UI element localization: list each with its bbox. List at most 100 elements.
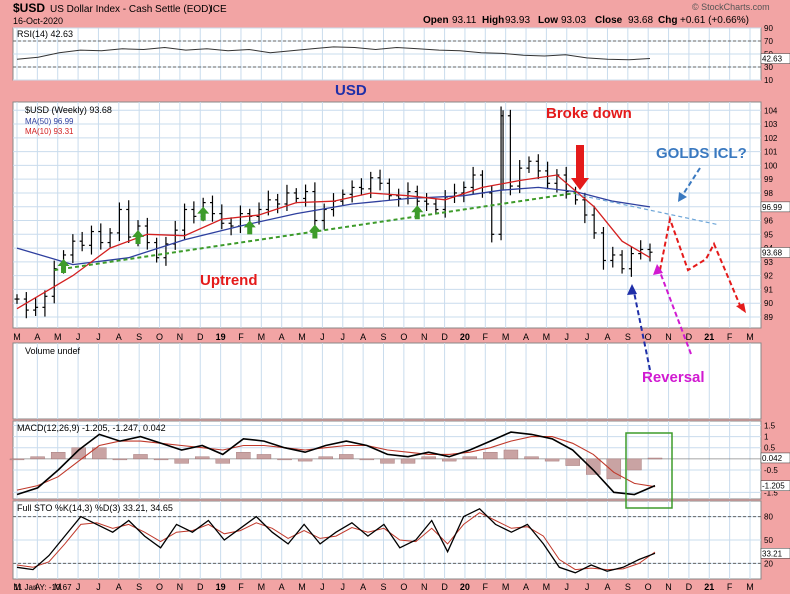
macd-histogram-bar <box>441 458 457 462</box>
x-tick-label-footer: D <box>686 582 693 592</box>
x-tick-label-footer: A <box>279 582 285 592</box>
macd-histogram-bar <box>318 456 333 460</box>
y-tick-label: 10 <box>764 76 773 85</box>
x-tick-label: S <box>380 332 386 342</box>
macd-histogram-bar <box>153 458 169 461</box>
x-tick-label-footer: M <box>258 582 266 592</box>
y-tick-label: -0.5 <box>764 466 778 475</box>
x-tick-label-footer: F <box>238 582 244 592</box>
x-tick-label-footer: N <box>177 582 184 592</box>
macd-histogram-bar <box>380 458 395 464</box>
uptrend-arrow-icon <box>243 220 256 235</box>
y-tick-label: -1.5 <box>764 488 778 497</box>
annotation-golds-icl: GOLDS ICL? <box>656 145 747 162</box>
golds-icl-arrow-icon <box>678 192 687 202</box>
x-tick-label: S <box>625 332 631 342</box>
chart-date: 16-Oct-2020 <box>13 16 63 26</box>
x-tick-label: A <box>116 332 122 342</box>
price-last-value-box <box>760 247 790 258</box>
macd-histogram-bar <box>9 458 25 461</box>
x-tick-label-footer: D <box>441 582 448 592</box>
macd-histogram-bar <box>565 458 580 466</box>
low-label: Low <box>538 15 558 26</box>
annotation-uptrend: Uptrend <box>200 272 258 289</box>
price-last-value: 93.68 <box>762 248 783 257</box>
y-tick-label: 1 <box>764 433 769 442</box>
y-tick-label: 91 <box>764 285 773 294</box>
macd-histogram-bar <box>462 456 477 460</box>
x-tick-label: M <box>543 332 551 342</box>
macd-histogram-bar <box>339 454 354 460</box>
x-tick-label: O <box>156 332 163 342</box>
x-tick-label-footer: F <box>483 582 489 592</box>
sto-d-line <box>16 512 656 571</box>
x-tick-label-footer: A <box>523 582 529 592</box>
x-tick-label-footer: M <box>746 582 754 592</box>
macd-histogram-bar <box>400 458 416 464</box>
open-value: 93.11 <box>452 15 477 26</box>
x-tick-label: 20 <box>460 332 470 342</box>
x-tick-label-footer: O <box>645 582 652 592</box>
y-tick-label: 103 <box>764 120 778 129</box>
x-tick-label-footer: D <box>197 582 204 592</box>
y-tick-label: 100 <box>764 161 778 170</box>
x-tick-label: N <box>665 332 672 342</box>
x-tick-label: J <box>76 332 81 342</box>
x-tick-label: O <box>400 332 407 342</box>
chg-label: Chg <box>658 15 677 26</box>
volume-panel <box>12 342 762 420</box>
y-tick-label: 104 <box>764 106 778 115</box>
y-tick-label: 50 <box>764 536 773 545</box>
close-value: 93.68 <box>628 15 653 26</box>
x-tick-label: J <box>565 332 570 342</box>
x-tick-label: O <box>645 332 652 342</box>
y-tick-label: 93 <box>764 258 773 267</box>
x-tick-label-footer: 19 <box>216 582 226 592</box>
macd-histogram-bar <box>627 458 642 471</box>
x-tick-label-footer: J <box>565 582 570 592</box>
y-tick-label: 1.5 <box>764 421 776 430</box>
x-tick-label: M <box>746 332 754 342</box>
uptrend-line <box>54 191 576 272</box>
macd-histogram-bar <box>586 458 601 475</box>
x-tick-label: F <box>238 332 244 342</box>
y-tick-label: 20 <box>764 559 773 568</box>
macd-last-value: -1.205 <box>762 482 785 491</box>
macd-histogram-bar <box>503 449 519 460</box>
x-tick-label-footer: A <box>604 582 610 592</box>
y-tick-label: 101 <box>764 148 778 157</box>
low-value: 93.03 <box>561 15 586 26</box>
chart-name: US Dollar Index - Cash Settle (EOD) <box>50 4 212 15</box>
macd-histogram-bar <box>297 458 313 462</box>
x-tick-label: D <box>197 332 204 342</box>
macd-histogram-bar <box>112 458 128 461</box>
sto-last-value-box <box>760 548 790 559</box>
x-tick-label-footer: M <box>54 582 62 592</box>
high-label: High <box>482 15 504 26</box>
x-tick-label: M <box>502 332 510 342</box>
broke-down-arrow-icon <box>571 145 589 190</box>
macd-hist-last-value: 0.042 <box>762 454 783 463</box>
x-tick-label: A <box>360 332 366 342</box>
x-tick-label-footer: 21 <box>704 582 714 592</box>
x-tick-label-footer: A <box>116 582 122 592</box>
x-tick-label-footer: M <box>13 582 21 592</box>
macd-histogram-bar <box>483 452 498 460</box>
x-tick-label-footer: S <box>625 582 631 592</box>
x-tick-label: M <box>54 332 62 342</box>
x-tick-label: D <box>441 332 448 342</box>
sto-title: Full STO %K(14,3) %D(3) 33.21, 34.65 <box>17 503 173 513</box>
x-tick-label: J <box>585 332 590 342</box>
macd-histogram-bar <box>133 454 148 460</box>
x-tick-label: A <box>34 332 40 342</box>
y-tick-label: 90 <box>764 24 773 33</box>
sto-k-line <box>16 508 656 574</box>
low-arrow-icon <box>627 284 637 295</box>
legend-ma10: MA(10) 93.31 <box>25 127 74 136</box>
price-panel <box>12 101 762 329</box>
trend-extension-line <box>575 193 719 226</box>
x-tick-label-footer: J <box>585 582 590 592</box>
volume-title: Volume undef <box>25 346 81 356</box>
x-tick-label: J <box>96 332 101 342</box>
macd-last-value-box <box>760 480 790 491</box>
